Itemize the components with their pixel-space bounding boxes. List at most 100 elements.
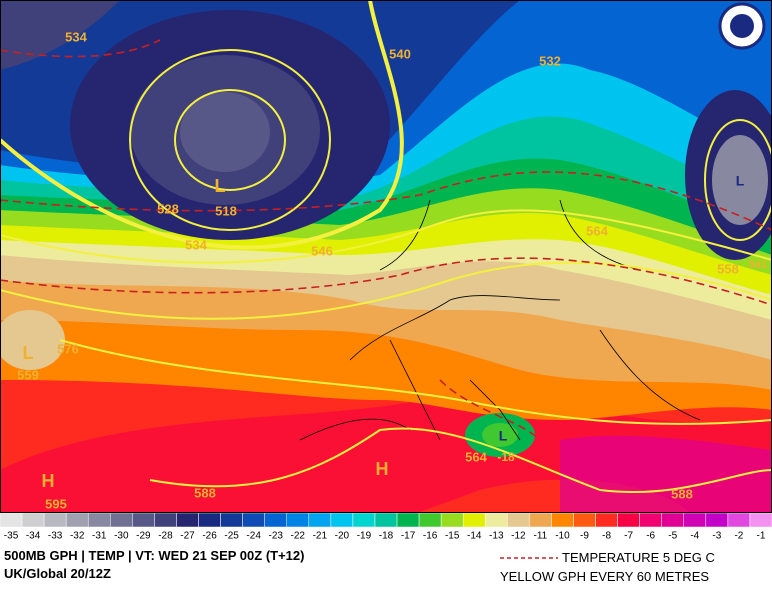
colorbar-label: -13 (489, 531, 504, 542)
colorbar-label: -6 (646, 531, 655, 542)
legend-gph: YELLOW GPH EVERY 60 METRES (500, 569, 710, 584)
contour-label: 546 (311, 243, 333, 258)
contour-label: 534 (65, 29, 87, 44)
colorbar-swatch (507, 512, 530, 528)
colorbar-label: -26 (202, 531, 217, 542)
contour-label: 558 (717, 261, 739, 276)
temperature-field (0, 0, 772, 512)
map: 534 540 532 L 518 528 534 546 564 558 L 541 576 L 559 L… (0, 0, 772, 542)
colorbar-swatch (21, 512, 45, 528)
colorbar-label: -24 (246, 531, 261, 542)
colorbar-swatch (352, 512, 376, 528)
colorbar-label: -30 (114, 531, 129, 542)
colorbar-swatch (617, 512, 640, 528)
colorbar-swatch (551, 512, 574, 528)
colorbar-swatch (242, 512, 265, 528)
colorbar-label: -31 (92, 531, 107, 542)
colorbar-label: -7 (624, 531, 633, 542)
contour-label: L (215, 176, 226, 196)
contour-label: 528 (157, 201, 179, 216)
colorbar-label: -23 (268, 531, 283, 542)
colorbar-swatch (220, 512, 243, 528)
contour-label: 518 (215, 203, 237, 218)
colorbar-label: -28 (158, 531, 173, 542)
colorbar-swatch (154, 512, 177, 528)
colorbar-label: -11 (534, 531, 548, 542)
legend-temperature: TEMPERATURE 5 DEG C (562, 550, 715, 565)
contour-label: L (23, 343, 34, 363)
contour-label: L (736, 173, 745, 189)
colorbar-label: -35 (4, 531, 19, 542)
colorbar-swatch (286, 512, 310, 528)
colorbar-swatch (264, 512, 287, 528)
colorbar-swatch (43, 512, 67, 528)
colorbar-label: -4 (690, 531, 699, 542)
colorbar-swatch (727, 512, 751, 528)
colorbar-swatch (529, 512, 552, 528)
colorbar-swatch (132, 512, 155, 528)
colorbar-swatch (749, 512, 772, 528)
logo (718, 2, 766, 50)
legend-dash (500, 557, 558, 559)
colorbar-label: -8 (602, 531, 611, 542)
contour-label: 588 (194, 485, 216, 500)
colorbar-label: -18 (379, 531, 394, 542)
colorbar-swatch (308, 512, 332, 528)
contour-label: L (499, 428, 508, 444)
contour-label: 576 (57, 341, 79, 356)
contour-label: 595 (45, 496, 67, 511)
colorbar-swatch (440, 512, 464, 528)
colorbar-label: -15 (445, 531, 460, 542)
colorbar-label: -25 (224, 531, 239, 542)
colorbar-swatch (683, 512, 707, 528)
colorbar-swatch (198, 512, 221, 528)
colorbar-swatch (110, 512, 133, 528)
gph-contours (0, 0, 772, 494)
colorbar-label: -21 (313, 531, 328, 542)
colorbar-swatch (639, 512, 662, 528)
contour-label: 559 (17, 367, 39, 382)
coastlines (299, 199, 701, 441)
colorbar-label: -2 (734, 531, 743, 542)
footer-title: 500MB GPH | TEMP | VT: WED 21 SEP 00Z (T… (4, 548, 305, 563)
colorbar-swatch (65, 512, 89, 528)
colorbar-swatch (374, 512, 398, 528)
temperature-contours (0, 39, 772, 441)
contour-label: 564 (465, 449, 487, 464)
colorbar-label: -29 (136, 531, 151, 542)
colorbar-label: -22 (291, 531, 306, 542)
colorbar-label: -1 (757, 531, 766, 542)
colorbar-swatch (176, 512, 199, 528)
contour-label: 532 (539, 53, 561, 68)
colorbar-label: -33 (48, 531, 63, 542)
contour-label: 540 (389, 46, 411, 61)
contour-label: -18 (497, 450, 515, 464)
colorbar-swatch (418, 512, 442, 528)
colorbar-label: -5 (668, 531, 677, 542)
colorbar-swatch (661, 512, 685, 528)
contour-label: H (376, 459, 389, 479)
colorbar-label: -32 (70, 531, 85, 542)
colorbar-swatch (87, 512, 111, 528)
colorbar-label: -12 (511, 531, 526, 542)
colorbar-swatch (573, 512, 596, 528)
colorbar-swatch (462, 512, 486, 528)
colorbar-label: -10 (555, 531, 570, 542)
contour-label: 564 (586, 223, 608, 238)
colorbar-label: -16 (423, 531, 438, 542)
colorbar-swatch (0, 512, 23, 528)
colorbar-label: -17 (401, 531, 416, 542)
colorbar-label: -34 (26, 531, 41, 542)
colorbar-swatch (485, 512, 508, 528)
colorbar-swatch (705, 512, 729, 528)
footer-model: UK/Global 20/12Z (4, 566, 111, 581)
colorbar-label: -27 (180, 531, 195, 542)
contour-label: H (42, 471, 55, 491)
colorbar-swatch (396, 512, 420, 528)
colorbar-label: -9 (580, 531, 589, 542)
contour-label: 534 (185, 237, 207, 252)
colorbar-label: -14 (467, 531, 482, 542)
colorbar-swatch (595, 512, 618, 528)
colorbar-label: -19 (357, 531, 372, 542)
